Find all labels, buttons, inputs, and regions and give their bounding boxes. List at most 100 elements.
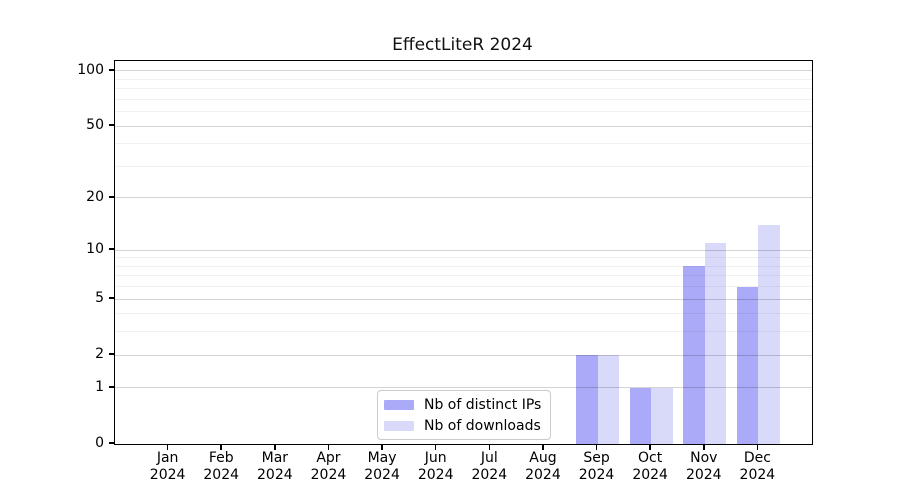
- gridline-minor: [115, 331, 812, 333]
- gridline-minor: [115, 78, 812, 80]
- y-tick-label: 0: [95, 435, 104, 451]
- x-tick-label-month: Nov: [690, 450, 718, 466]
- y-tick-label: 10: [86, 241, 104, 258]
- legend-item-distinct-ips: Nb of distinct IPs: [384, 396, 541, 413]
- bar-series1-dec: [758, 225, 780, 444]
- x-tick-label-month: Feb: [208, 450, 234, 466]
- gridline-minor: [115, 313, 812, 315]
- legend: Nb of distinct IPs Nb of downloads: [377, 390, 552, 440]
- y-tick-mark: [108, 196, 114, 198]
- y-tick-mark: [108, 442, 114, 444]
- x-tick-label-year: 2024: [149, 467, 186, 483]
- y-tick-label: 20: [86, 188, 104, 205]
- x-tick-label-month: Jun: [424, 450, 447, 466]
- chart-title: EffectLiteR 2024: [392, 35, 533, 55]
- x-tick-label-month: Mar: [261, 450, 289, 466]
- legend-swatch-distinct-ips: [384, 399, 414, 410]
- gridline-minor: [115, 143, 812, 145]
- x-tick-label-year: 2024: [417, 467, 454, 483]
- y-tick-mark: [108, 248, 114, 250]
- x-tick-label: Jan 2024: [138, 450, 198, 484]
- gridline-minor: [115, 98, 812, 100]
- x-tick-label-year: 2024: [578, 467, 615, 483]
- x-tick-label: Nov 2024: [674, 450, 734, 484]
- legend-label-distinct-ips: Nb of distinct IPs: [424, 396, 542, 413]
- x-tick-label-year: 2024: [685, 467, 722, 483]
- gridline-minor: [115, 257, 812, 259]
- x-tick-mark: [274, 444, 276, 450]
- y-tick-label: 2: [95, 346, 104, 363]
- gridline-major: [115, 354, 812, 356]
- y-tick-mark: [108, 124, 114, 126]
- x-tick-label-month: Aug: [529, 450, 557, 466]
- gridline-minor: [115, 275, 812, 277]
- bar-series0-sep: [576, 355, 598, 444]
- x-tick-label-year: 2024: [203, 467, 240, 483]
- x-tick-mark: [542, 444, 544, 450]
- x-tick-label-month: Oct: [638, 450, 663, 466]
- y-tick-label: 100: [77, 61, 104, 78]
- x-tick-label-month: Jul: [480, 450, 498, 466]
- x-tick-label-month: Dec: [743, 450, 771, 466]
- y-tick-mark: [108, 69, 114, 71]
- y-tick-label: 5: [95, 290, 104, 307]
- legend-swatch-downloads: [384, 420, 414, 431]
- x-tick-mark: [166, 444, 169, 450]
- x-tick-label: Mar 2024: [245, 450, 305, 484]
- x-tick-label: Jun 2024: [406, 450, 466, 484]
- x-tick-label: Jul 2024: [459, 450, 519, 484]
- gridline-minor: [115, 111, 812, 113]
- x-tick-label: Oct 2024: [620, 450, 680, 484]
- y-tick-mark: [108, 386, 114, 388]
- plot-area: [114, 60, 813, 445]
- x-tick-label-month: Jan: [156, 450, 179, 466]
- bar-series1-oct: [651, 387, 673, 444]
- gridline-major: [115, 249, 812, 251]
- x-tick-mark: [327, 444, 330, 450]
- x-tick-label-year: 2024: [471, 467, 508, 483]
- y-tick-label: 1: [95, 378, 104, 395]
- x-tick-label: Dec 2024: [727, 450, 787, 484]
- gridline-major: [115, 197, 812, 199]
- y-tick-mark: [108, 353, 114, 355]
- x-tick-label-year: 2024: [739, 467, 776, 483]
- x-tick-label-year: 2024: [310, 467, 347, 483]
- bar-series0-oct: [629, 387, 652, 444]
- bar-series1-nov: [704, 243, 727, 444]
- y-tick-label: 50: [86, 117, 104, 134]
- y-tick-mark: [108, 297, 114, 299]
- gridline-minor: [115, 286, 812, 288]
- gridline-major: [115, 70, 812, 72]
- x-tick-label-month: May: [367, 450, 397, 466]
- x-tick-mark: [595, 444, 598, 450]
- x-tick-mark: [434, 444, 437, 450]
- bar-series0-nov: [683, 266, 705, 444]
- x-tick-mark: [220, 444, 222, 450]
- x-tick-label-month: Apr: [316, 450, 341, 466]
- x-tick-label-year: 2024: [364, 467, 400, 483]
- x-tick-mark: [703, 444, 705, 450]
- gridline-major: [115, 387, 812, 389]
- x-tick-label: Apr 2024: [298, 450, 358, 484]
- bar-series1-sep: [597, 355, 619, 444]
- x-tick-label: Aug 2024: [513, 450, 573, 484]
- gridline-major: [115, 298, 812, 300]
- x-tick-mark: [649, 444, 651, 450]
- x-tick-mark: [381, 444, 383, 450]
- x-tick-label: Feb 2024: [191, 450, 251, 484]
- gridline-minor: [115, 88, 812, 90]
- x-tick-label-year: 2024: [257, 467, 293, 483]
- bar-series0-dec: [736, 286, 759, 444]
- gridline-minor: [115, 165, 812, 167]
- x-tick-label-year: 2024: [632, 467, 668, 483]
- legend-label-downloads: Nb of downloads: [424, 417, 541, 434]
- x-tick-label: May 2024: [352, 450, 412, 484]
- x-tick-mark: [488, 444, 491, 450]
- gridline-major: [115, 125, 812, 127]
- x-tick-label: Sep 2024: [567, 450, 627, 484]
- x-tick-mark: [756, 444, 759, 450]
- gridline-minor: [115, 265, 812, 267]
- x-tick-label-year: 2024: [525, 467, 561, 483]
- x-tick-label-month: Sep: [583, 450, 610, 466]
